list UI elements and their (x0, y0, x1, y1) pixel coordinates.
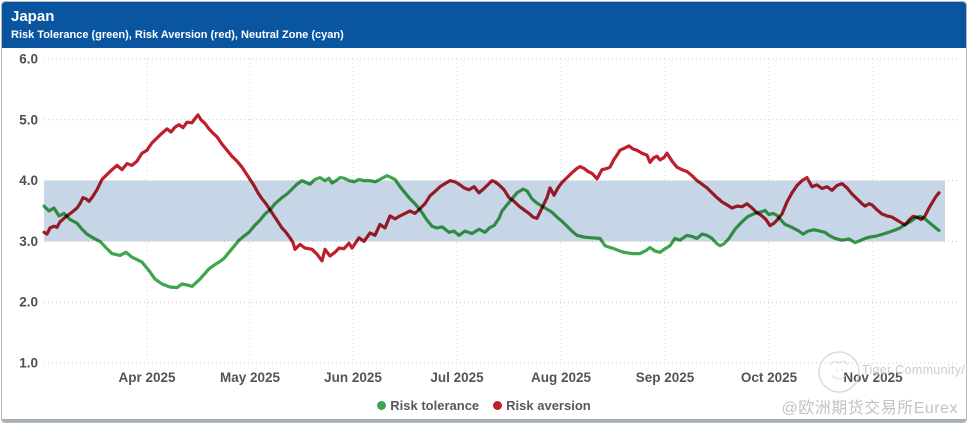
x-axis-tick-label: Apr 2025 (118, 370, 176, 385)
chart-header: Japan Risk Tolerance (green), Risk Avers… (2, 2, 966, 48)
risk-aversion-dot-icon (493, 401, 503, 410)
y-axis-tick-label: 5.0 (19, 112, 38, 127)
y-axis-tick-label: 1.0 (19, 356, 38, 371)
x-axis-tick-label: Aug 2025 (531, 370, 592, 385)
x-axis-tick-label: May 2025 (220, 370, 281, 385)
legend-label-risk-aversion: Risk aversion (506, 398, 591, 413)
x-axis-tick-label: Jul 2025 (430, 370, 484, 385)
chart-legend: Risk tolerance Risk aversion (2, 398, 966, 413)
chart-plot: 6.0 5.0 4.0 3.0 2.0 1.0 Apr 2025 May 2025 Jun 20… (19, 52, 960, 385)
series-line-risk-aversion (42, 113, 941, 263)
x-axis-tick-label: Sep 2025 (636, 370, 695, 385)
risk-tolerance-dot-icon (377, 401, 387, 410)
tiger-logo-icon (818, 351, 860, 393)
legend-item-risk-aversion[interactable]: Risk aversion (493, 398, 591, 413)
chart-subtitle: Risk Tolerance (green), Risk Aversion (r… (11, 29, 344, 41)
y-axis-tick-label: 3.0 (19, 234, 38, 249)
x-axis-tick-label: Jun 2025 (324, 370, 382, 385)
page-title: Japan (11, 8, 55, 25)
y-axis-tick-label: 4.0 (19, 173, 38, 188)
x-axis-tick-label: Oct 2025 (741, 370, 798, 385)
y-axis-tick-label: 6.0 (19, 52, 38, 67)
watermark-handle: @欧洲期货交易所Eurex (781, 400, 958, 417)
legend-label-risk-tolerance: Risk tolerance (390, 398, 480, 413)
series-line-risk-tolerance (42, 174, 941, 290)
legend-item-risk-tolerance[interactable]: Risk tolerance (377, 398, 479, 413)
y-axis-tick-label: 2.0 (19, 295, 38, 310)
watermark-brand: Tiger Community/ (862, 363, 965, 377)
bottom-divider (2, 419, 966, 422)
